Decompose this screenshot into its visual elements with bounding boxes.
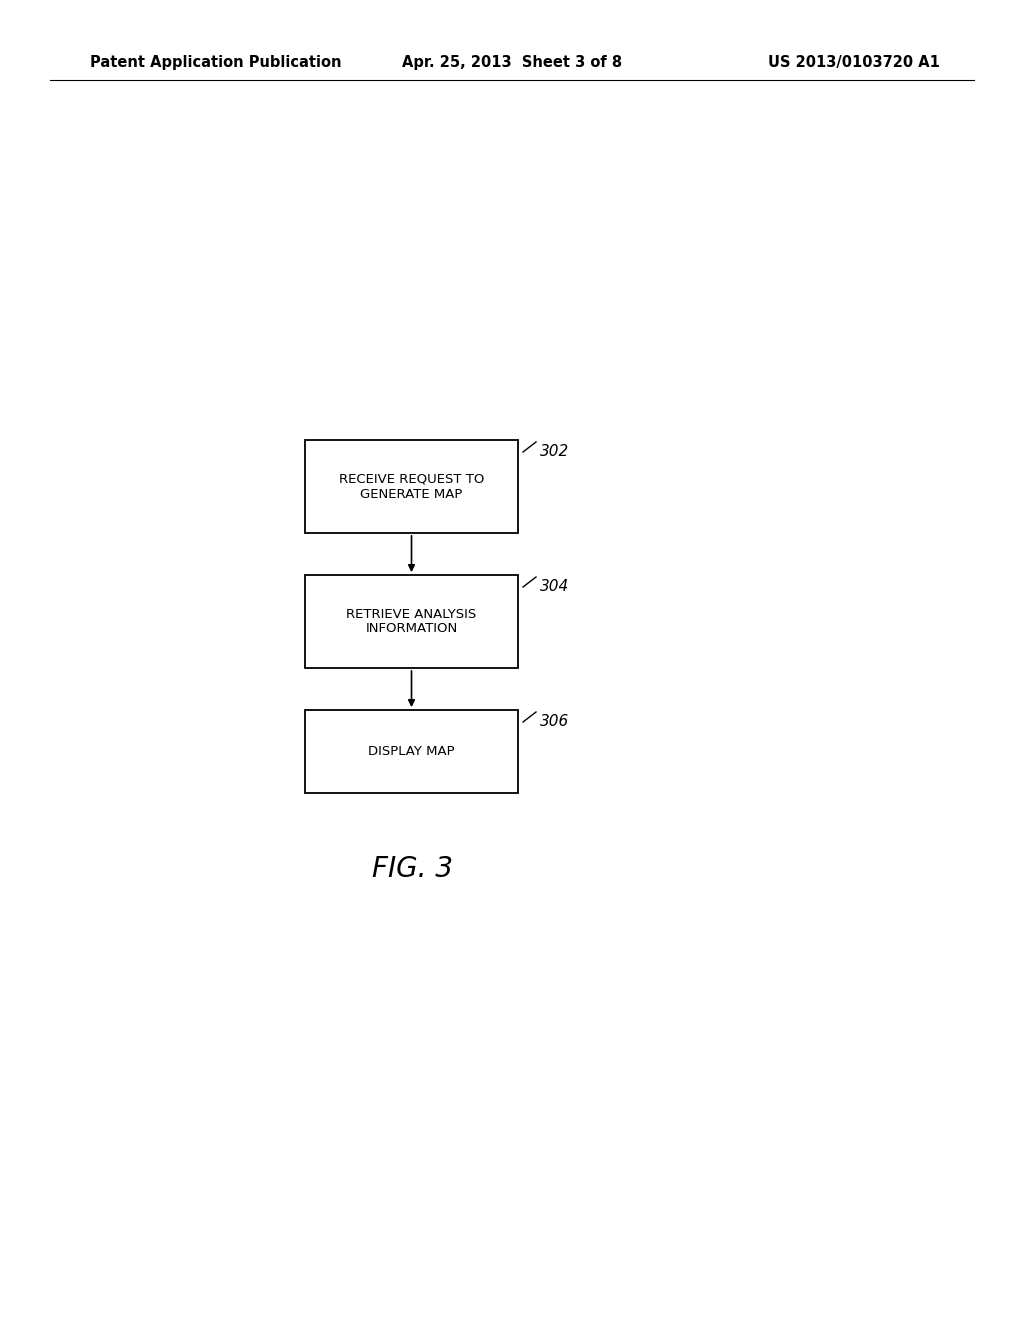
- Bar: [305, 440, 518, 533]
- Text: US 2013/0103720 A1: US 2013/0103720 A1: [768, 54, 940, 70]
- Text: RETRIEVE ANALYSIS
INFORMATION: RETRIEVE ANALYSIS INFORMATION: [346, 607, 476, 635]
- Text: 306: 306: [540, 714, 569, 729]
- Text: FIG. 3: FIG. 3: [372, 855, 453, 883]
- Text: Apr. 25, 2013  Sheet 3 of 8: Apr. 25, 2013 Sheet 3 of 8: [402, 54, 622, 70]
- Text: 304: 304: [540, 579, 569, 594]
- Text: 302: 302: [540, 444, 569, 459]
- Text: Patent Application Publication: Patent Application Publication: [90, 54, 341, 70]
- Text: RECEIVE REQUEST TO
GENERATE MAP: RECEIVE REQUEST TO GENERATE MAP: [339, 473, 484, 500]
- Bar: [305, 710, 518, 793]
- Bar: [305, 576, 518, 668]
- Text: DISPLAY MAP: DISPLAY MAP: [369, 744, 455, 758]
